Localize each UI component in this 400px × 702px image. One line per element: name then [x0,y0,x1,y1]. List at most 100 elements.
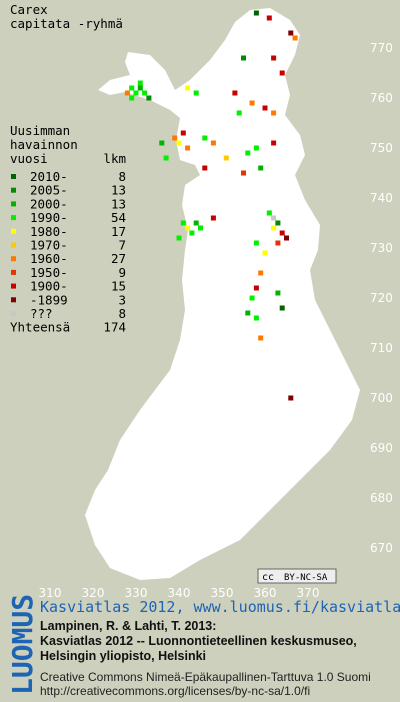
observation-square [275,290,281,296]
observation-square [271,55,277,61]
legend-swatch [11,269,16,275]
observation-square [241,55,246,61]
observation-square [176,140,182,146]
x-grid-label: 370 [297,586,320,600]
observation-square [262,250,268,256]
legend-count: 7 [118,238,126,253]
observation-square [202,165,208,171]
legend-count: 13 [111,196,126,211]
legend-swatch [11,228,16,234]
y-grid-label: 740 [370,191,393,205]
license: Creative Commons Nimeä-Epäkaupallinen-Ta… [40,670,371,684]
observation-square [279,230,285,236]
observation-square [198,225,203,231]
observation-square [292,35,298,41]
observation-square [266,15,272,21]
citation: Kasviatlas 2012 -- Luonnontieteellinen k… [40,634,357,648]
legend-label: 2000- [30,196,68,211]
y-grid-label: 700 [370,391,393,405]
observation-square [279,70,285,76]
observation-square [262,105,268,111]
observation-square [275,240,281,246]
x-grid-label: 340 [168,586,191,600]
legend-swatch [11,187,16,193]
legend-count: 9 [118,265,126,280]
legend-header: vuosi [10,151,48,166]
legend-label: 1990- [30,210,68,225]
observation-square [172,135,178,141]
legend-count: 8 [118,169,126,184]
legend-label: -1899 [30,292,68,307]
legend-label: 1900- [30,279,68,294]
observation-square [258,270,264,276]
license: http://creativecommons.org/licenses/by-n… [40,684,310,698]
finland-outline [85,8,360,580]
observation-square [180,130,186,136]
y-grid-label: 720 [370,291,393,305]
y-grid-label: 750 [370,141,393,155]
observation-square [210,215,216,221]
observation-square [275,220,281,226]
citation: Helsingin yliopisto, Helsinki [40,649,206,663]
cc-badge-cc: cc [262,572,274,583]
legend-swatch [11,297,16,303]
link: Kasviatlas 2012, www.luomus.fi/kasviatla… [40,598,400,616]
legend-label: 1960- [30,251,68,266]
legend-count: 54 [111,210,126,225]
observation-square [193,220,199,226]
legend-swatch [11,283,16,289]
observation-square [185,85,191,91]
observation-square [232,90,238,96]
observation-square [266,210,272,216]
x-grid-label: 330 [125,586,148,600]
observation-square [271,225,277,231]
legend-label: 2010- [30,169,68,184]
legend-label: 1950- [30,265,68,280]
observation-square [210,140,216,146]
observation-square [271,110,277,116]
observation-square [249,100,255,106]
citation: Lampinen, R. & Lahti, T. 2013: [40,619,216,633]
y-grid-label: 710 [370,341,393,355]
legend-header: Uusimman [10,123,70,138]
title: Carex [10,2,48,17]
subtitle: capitata -ryhmä [10,16,123,31]
x-grid-label: 360 [254,586,277,600]
observation-square [253,145,259,151]
observation-square [288,30,294,36]
y-grid-label: 770 [370,41,393,55]
observation-square [133,90,139,96]
x-grid-label: 310 [39,586,62,600]
legend-count: 17 [111,224,126,239]
observation-square [271,140,277,146]
observation-square [202,135,208,141]
observation-square [185,145,191,151]
observation-square [284,235,289,241]
observation-square [253,285,259,291]
observation-square [124,90,130,96]
observation-square [279,305,285,311]
legend-swatch [11,174,16,179]
y-grid-label: 760 [370,91,393,105]
legend-count: 27 [111,251,126,266]
x-grid-label: 320 [82,586,105,600]
cc-badge-text: BY-NC-SA [284,573,328,583]
observation-square [129,85,135,91]
observation-square [146,95,152,101]
observation-square [180,220,186,226]
observation-square [163,155,169,161]
legend-count: 8 [118,306,126,321]
legend-swatch [11,311,16,316]
total-count: 174 [103,320,126,335]
observation-square [253,315,259,321]
legend-swatch [11,242,16,248]
observation-square [185,225,191,231]
total-label: Yhteensä [10,320,70,335]
legend-count: 13 [111,183,126,198]
observation-square [245,310,251,316]
observation-square [271,215,277,221]
legend-label: 1970- [30,238,68,253]
observation-square [223,155,229,161]
